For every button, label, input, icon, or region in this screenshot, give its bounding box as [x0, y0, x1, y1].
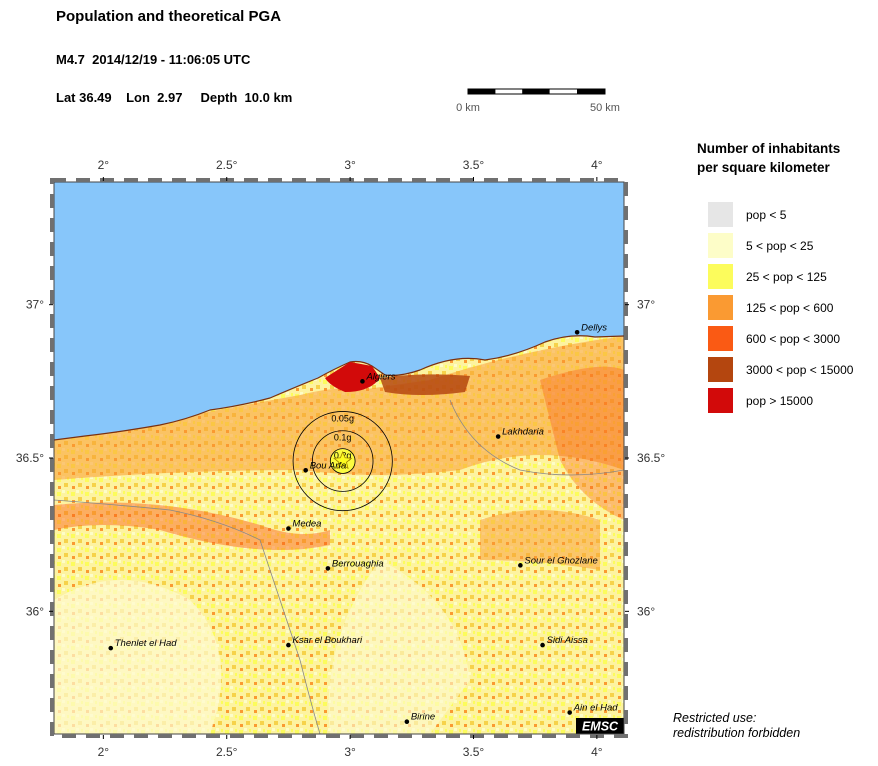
watermark-label: EMSC — [582, 720, 619, 734]
legend-item: pop < 5 — [708, 202, 853, 233]
legend-swatch — [708, 264, 733, 289]
legend-swatch — [708, 295, 733, 320]
location-info: Lat 36.49 Lon 2.97 Depth 10.0 km — [56, 90, 293, 105]
lat-tick-label-left: 36° — [26, 604, 44, 618]
lon-tick-label-bottom: 3° — [344, 745, 356, 759]
city-label: Medea — [292, 519, 321, 530]
legend-item: 5 < pop < 25 — [708, 233, 853, 264]
lon-tick-label-top: 3.5° — [463, 158, 485, 172]
low-density-area — [328, 560, 470, 734]
city-label: Sidi Aissa — [547, 635, 588, 646]
footnote-line1: Restricted use: — [673, 711, 757, 725]
legend-label: pop > 15000 — [746, 394, 814, 408]
legend: pop < 5 5 < pop < 25 25 < pop < 125 125 … — [708, 202, 853, 419]
scale-segment — [577, 89, 605, 94]
lon-tick-label-bottom: 2.5° — [216, 745, 238, 759]
lon-tick-label-top: 4° — [591, 158, 603, 172]
legend-swatch — [708, 357, 733, 382]
urban-belt — [480, 510, 600, 570]
scale-bar: 0 km 50 km — [456, 88, 620, 114]
legend-item: 3000 < pop < 15000 — [708, 357, 853, 388]
epicenter-star — [333, 451, 353, 470]
pga-label: 0.1g — [334, 433, 352, 443]
lon-tick-label-top: 3° — [344, 158, 356, 172]
city-label: Birine — [411, 712, 435, 723]
legend-item: 600 < pop < 3000 — [708, 326, 853, 357]
legend-title-line2: per square kilometer — [697, 160, 830, 175]
legend-swatch — [708, 202, 733, 227]
watermark-box — [576, 718, 624, 734]
city-marker — [574, 329, 580, 335]
city-label: Thenlet el Had — [115, 638, 178, 649]
scale-segment — [522, 89, 550, 94]
city-label: Sour el Ghozlane — [524, 555, 597, 566]
legend-label: pop < 5 — [746, 208, 787, 222]
legend-swatch — [708, 233, 733, 258]
city-marker — [495, 434, 501, 439]
city-marker — [404, 719, 410, 725]
urban-belt — [540, 366, 624, 520]
city-label: Algiers — [365, 371, 395, 382]
city-label: Ksar el Boukhari — [292, 635, 363, 646]
coastline — [54, 335, 624, 441]
city-label: Bou Arfa — [310, 460, 347, 471]
border-line — [449, 399, 624, 476]
legend-item: 125 < pop < 600 — [708, 295, 853, 326]
low-density-area — [54, 580, 222, 734]
lon-tick-label-top: 2.5° — [216, 158, 238, 172]
pga-contour — [292, 411, 393, 512]
legend-swatch — [708, 326, 733, 351]
legend-title: Number of inhabitants per square kilomet… — [697, 139, 840, 177]
legend-item: pop > 15000 — [708, 388, 853, 419]
lon-tick-label-bottom: 3.5° — [463, 745, 485, 759]
city-core — [380, 374, 470, 395]
urban-belt — [54, 502, 330, 550]
city-marker — [518, 563, 523, 568]
legend-label: 25 < pop < 125 — [746, 270, 827, 284]
city-label: Ain el Had — [573, 703, 619, 714]
scale-right-label: 50 km — [590, 102, 620, 114]
border-line — [54, 499, 321, 734]
lon-tick-label-top: 2° — [98, 158, 110, 172]
lat-tick-label-right: 36.5° — [637, 451, 665, 465]
scale-segment — [468, 89, 496, 94]
lat-tick-label-right: 36° — [637, 604, 655, 618]
lon-tick-label-bottom: 2° — [98, 745, 110, 759]
city-label: Dellys — [581, 322, 607, 333]
city-marker — [303, 467, 308, 473]
legend-title-line1: Number of inhabitants — [697, 141, 841, 156]
city-marker — [108, 645, 114, 651]
legend-label: 5 < pop < 25 — [746, 239, 814, 253]
urban-belt — [54, 336, 624, 480]
city-label: Berrouaghia — [332, 558, 384, 569]
legend-label: 125 < pop < 600 — [746, 301, 834, 315]
city-marker — [325, 566, 331, 571]
legend-item: 25 < pop < 125 — [708, 264, 853, 295]
legend-label: 600 < pop < 3000 — [746, 332, 841, 346]
lat-tick-label-left: 36.5° — [16, 451, 44, 465]
footnote: Restricted use: redistribution forbidden — [673, 711, 800, 741]
city-marker — [360, 379, 365, 384]
legend-label: 3000 < pop < 15000 — [746, 363, 854, 377]
lon-tick-label-bottom: 4° — [591, 745, 603, 759]
legend-swatch — [708, 388, 733, 413]
city-marker — [567, 710, 573, 715]
lat-tick-label-left: 37° — [26, 298, 44, 312]
scale-left-label: 0 km — [456, 102, 480, 114]
lat-tick-label-right: 37° — [637, 298, 655, 312]
map-title: Population and theoretical PGA — [56, 8, 282, 25]
city-marker — [286, 526, 291, 531]
footnote-line2: redistribution forbidden — [673, 726, 801, 740]
city-core — [325, 362, 380, 392]
event-info: M4.7 2014/12/19 - 11:06:05 UTC — [56, 52, 251, 67]
city-marker — [540, 642, 545, 648]
pga-label: 0.05g — [331, 413, 354, 423]
sea-area — [54, 182, 624, 440]
pga-contour — [311, 430, 374, 492]
city-label: Lakhdaria — [502, 427, 544, 438]
watermark: EMSC — [576, 718, 624, 734]
city-marker — [286, 642, 291, 648]
